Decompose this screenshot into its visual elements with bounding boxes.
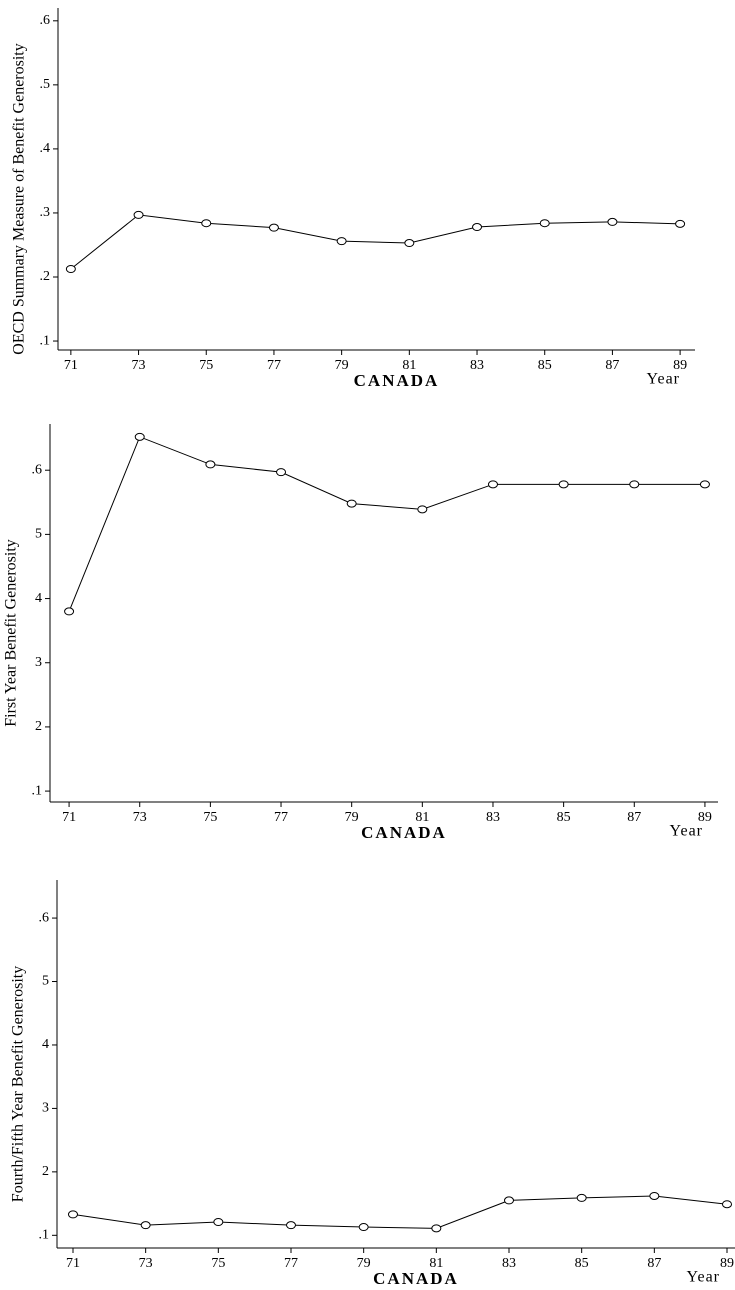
- marker: [67, 1210, 78, 1219]
- marker: [65, 264, 76, 273]
- marker: [133, 210, 144, 219]
- x-axis-title: Year: [687, 1269, 720, 1286]
- marker: [336, 237, 347, 246]
- x-tick-label: 87: [627, 810, 641, 825]
- y-tick-label: 2: [42, 1164, 49, 1179]
- marker: [201, 219, 212, 228]
- marker: [404, 239, 415, 248]
- x-tick-label: 73: [133, 810, 147, 825]
- x-tick-label: 71: [64, 358, 78, 373]
- marker: [607, 217, 618, 226]
- x-axis-title: Year: [647, 371, 680, 388]
- x-tick-label: 71: [66, 1256, 80, 1271]
- marker: [276, 468, 287, 477]
- x-tick-label: 79: [335, 358, 349, 373]
- marker: [649, 1191, 660, 1200]
- marker: [140, 1221, 151, 1230]
- y-tick-label: .5: [40, 77, 51, 92]
- marker: [558, 480, 569, 489]
- x-tick-label: 81: [415, 810, 429, 825]
- y-tick-label: .6: [40, 13, 51, 28]
- x-tick-label: 85: [538, 358, 552, 373]
- marker: [213, 1217, 224, 1226]
- marker: [722, 1200, 733, 1209]
- y-tick-label: .6: [32, 462, 43, 477]
- x-tick-label: 79: [357, 1256, 371, 1271]
- x-tick-label: 85: [557, 810, 571, 825]
- x-tick-label: 77: [284, 1256, 298, 1271]
- y-tick-label: .3: [40, 205, 51, 220]
- y-tick-label: .1: [32, 783, 43, 798]
- marker: [268, 223, 279, 232]
- marker: [134, 432, 145, 441]
- series-line: [70, 214, 681, 270]
- y-tick-label: 3: [35, 655, 42, 670]
- marker: [699, 480, 710, 489]
- marker: [358, 1223, 369, 1232]
- x-tick-label: 73: [132, 358, 146, 373]
- y-tick-label: .2: [40, 269, 51, 284]
- caption: CANADA: [361, 823, 447, 842]
- y-tick-label: 2: [35, 719, 42, 734]
- y-tick-label: 5: [35, 527, 42, 542]
- marker: [504, 1196, 514, 1205]
- y-tick-label: .4: [40, 141, 51, 156]
- y-tick-label: .1: [39, 1228, 50, 1243]
- marker: [675, 219, 686, 228]
- marker: [205, 460, 216, 469]
- series-line: [72, 1195, 728, 1229]
- y-axis-title: Fourth/Fifth Year Benefit Generosity: [10, 966, 27, 1202]
- x-tick-label: 73: [139, 1256, 153, 1271]
- x-tick-label: 75: [199, 358, 213, 373]
- marker: [285, 1221, 296, 1230]
- x-tick-label: 79: [345, 810, 359, 825]
- x-tick-label: 89: [698, 810, 712, 825]
- x-tick-label: 87: [605, 358, 619, 373]
- y-axis-title: OECD Summary Measure of Benefit Generosi…: [11, 43, 28, 354]
- x-tick-label: 75: [203, 810, 217, 825]
- marker: [539, 219, 550, 228]
- x-tick-label: 77: [267, 358, 281, 373]
- caption: CANADA: [373, 1269, 459, 1288]
- marker: [629, 480, 640, 489]
- y-axis-title: First Year Benefit Generosity: [3, 539, 20, 727]
- x-tick-label: 71: [62, 810, 76, 825]
- y-tick-label: 4: [35, 591, 42, 606]
- y-tick-label: 4: [42, 1037, 49, 1052]
- marker: [472, 223, 483, 232]
- y-tick-label: 3: [42, 1101, 49, 1116]
- x-tick-label: 87: [647, 1256, 661, 1271]
- x-tick-label: 89: [673, 358, 687, 373]
- marker: [64, 607, 75, 616]
- x-tick-label: 83: [486, 810, 500, 825]
- x-tick-label: 75: [211, 1256, 225, 1271]
- x-tick-label: 85: [575, 1256, 589, 1271]
- marker: [487, 480, 498, 489]
- x-tick-label: 77: [274, 810, 288, 825]
- y-tick-label: .6: [39, 910, 50, 925]
- marker: [576, 1193, 587, 1202]
- marker: [417, 505, 428, 514]
- series-line: [68, 436, 705, 612]
- caption: CANADA: [354, 371, 440, 390]
- x-axis-title: Year: [670, 823, 703, 840]
- x-tick-label: 83: [502, 1256, 516, 1271]
- x-tick-label: 81: [429, 1256, 443, 1271]
- x-tick-label: 83: [470, 358, 484, 373]
- marker: [431, 1224, 442, 1233]
- y-tick-label: .1: [40, 333, 51, 348]
- x-tick-label: 81: [402, 358, 416, 373]
- marker: [346, 499, 357, 508]
- y-tick-label: 5: [42, 974, 49, 989]
- x-tick-label: 89: [720, 1256, 734, 1271]
